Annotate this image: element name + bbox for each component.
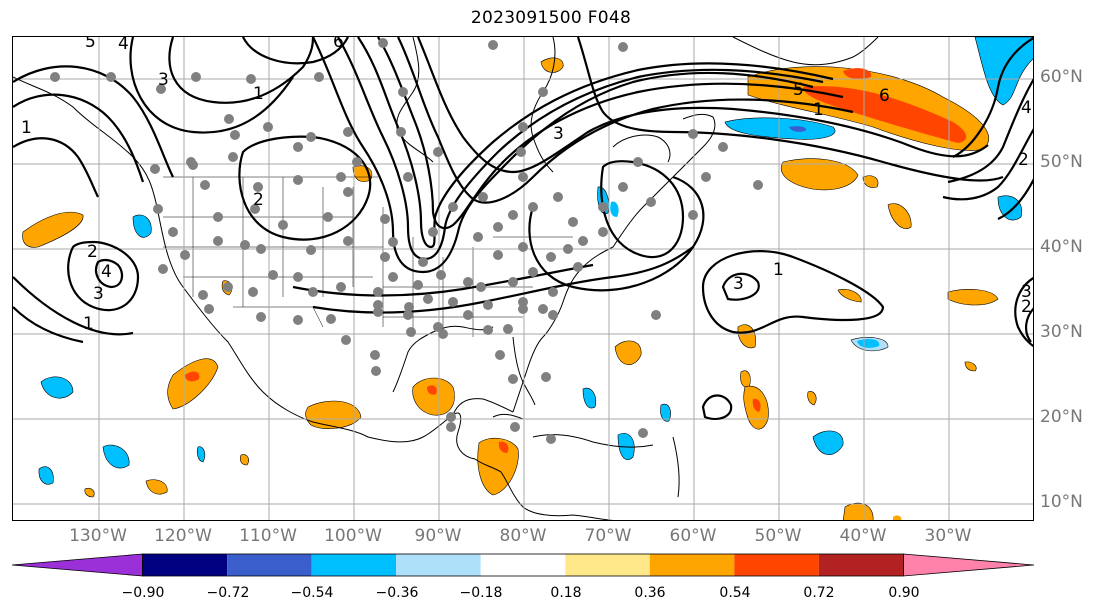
- contour-lines: [13, 37, 1033, 421]
- contour-label: 2: [87, 242, 98, 262]
- contour-label: 1: [83, 314, 94, 334]
- contour-label: 5: [793, 80, 804, 100]
- colorbar-segment: [818, 554, 904, 576]
- colorbar-tick-label: 0.36: [634, 585, 666, 601]
- lon-label-50w: 50°W: [754, 526, 802, 546]
- colorbar: [12, 553, 1034, 577]
- colorbar-segment: [227, 554, 312, 576]
- contour-label: 6: [333, 37, 344, 52]
- lon-label-100w: 100°W: [324, 526, 382, 546]
- colorbar-tick-label: −0.54: [290, 585, 334, 601]
- map-panel: 5 4 3 1 2 3 4 6 1 5 6 1 2 3 3 2 1 4 3 2 …: [12, 36, 1034, 521]
- lat-label-60n: 60°N: [1040, 67, 1083, 87]
- contour-label-group: 5 4 3 1 2 3 4 6 1 5 6 1 2 3 3 2 1 4 3 2 …: [21, 37, 1032, 334]
- contour-label: 2: [1021, 297, 1032, 317]
- colorbar-tick-label: 0.90: [888, 585, 920, 601]
- colorbar-segment: [311, 554, 397, 576]
- contour-label: 3: [733, 274, 744, 294]
- contour-label: 6: [879, 86, 890, 106]
- colorbar-segment: [649, 554, 735, 576]
- contour-label: 4: [101, 262, 112, 282]
- colorbar-segment: [142, 554, 228, 576]
- contour-label: 1: [21, 118, 32, 138]
- contour-label: 3: [158, 70, 169, 90]
- colorbar-tick-label: −0.72: [206, 585, 250, 601]
- map-canvas: 5 4 3 1 2 3 4 6 1 5 6 1 2 3 3 2 1 4 3 2 …: [13, 37, 1033, 520]
- lat-label-10n: 10°N: [1040, 492, 1083, 512]
- colorbar-segment: [396, 554, 481, 576]
- lon-label-30w: 30°W: [924, 526, 972, 546]
- map-title: 2023091500 F048: [470, 8, 632, 28]
- contour-label: 1: [773, 260, 784, 280]
- colorbar-extend-min: [12, 553, 143, 577]
- contour-label: 3: [553, 124, 564, 144]
- colorbar-tick-label: −0.90: [121, 585, 165, 601]
- colorbar-tick-label: −0.36: [375, 585, 419, 601]
- colorbar-segment: [480, 554, 566, 576]
- lon-label-70w: 70°W: [584, 526, 632, 546]
- lat-label-20n: 20°N: [1040, 407, 1083, 427]
- colorbar-segment: [565, 554, 650, 576]
- contour-label: 3: [93, 284, 104, 304]
- colorbar-segments: [12, 553, 1034, 577]
- coastlines: [13, 37, 879, 520]
- lon-label-80w: 80°W: [499, 526, 547, 546]
- lon-label-60w: 60°W: [669, 526, 717, 546]
- contour-label: 2: [1018, 150, 1029, 170]
- lon-label-90w: 90°W: [414, 526, 462, 546]
- lon-label-110w: 110°W: [239, 526, 297, 546]
- contour-label: 1: [813, 100, 824, 120]
- colorbar-tick-label: 0.72: [803, 585, 835, 601]
- colorbar-segment: [734, 554, 819, 576]
- lat-label-40n: 40°N: [1040, 237, 1083, 257]
- lon-label-120w: 120°W: [154, 526, 212, 546]
- contour-label: 4: [118, 37, 129, 54]
- contour-label: 1: [253, 84, 264, 104]
- lon-label-40w: 40°W: [839, 526, 887, 546]
- contour-label: 3: [1021, 282, 1032, 302]
- contour-label: 2: [253, 190, 264, 210]
- colorbar-tick-label: −0.18: [459, 585, 503, 601]
- lon-label-130w: 130°W: [69, 526, 127, 546]
- station-dots: [50, 38, 763, 444]
- colorbar-outline: [142, 553, 904, 577]
- colorbar-tick-label: 0.18: [550, 585, 582, 601]
- positive-shading: [22, 57, 999, 520]
- lat-label-30n: 30°N: [1040, 322, 1083, 342]
- colorbar-tick-label: 0.54: [719, 585, 751, 601]
- contour-label: 4: [1021, 98, 1032, 118]
- lat-label-50n: 50°N: [1040, 152, 1083, 172]
- contour-label: 5: [85, 37, 96, 52]
- colorbar-extend-max: [903, 553, 1034, 577]
